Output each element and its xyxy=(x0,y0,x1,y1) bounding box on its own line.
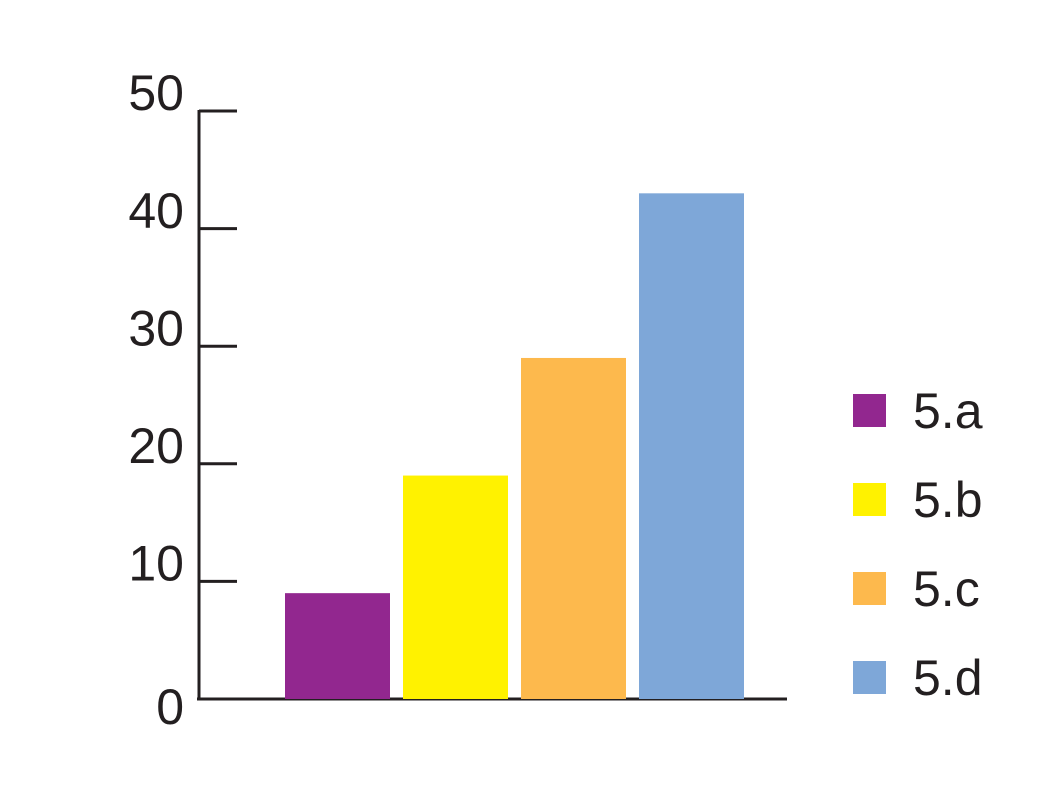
y-tick-label: 20 xyxy=(128,418,184,474)
y-tick-label: 30 xyxy=(128,300,184,356)
legend-swatch xyxy=(853,394,886,427)
legend-label: 5.c xyxy=(913,561,980,617)
legend-swatch xyxy=(853,483,886,516)
legend-swatch xyxy=(853,572,886,605)
bar xyxy=(521,357,626,699)
legend-label: 5.b xyxy=(913,472,983,528)
legend-label: 5.a xyxy=(913,383,983,439)
bar xyxy=(285,593,390,699)
legend-swatch xyxy=(853,661,886,694)
y-tick-label: 50 xyxy=(128,65,184,121)
y-tick-label: 10 xyxy=(128,536,184,592)
bar xyxy=(639,193,744,699)
y-tick-label: 40 xyxy=(128,183,184,239)
legend-label: 5.d xyxy=(913,650,983,706)
y-tick-label: 0 xyxy=(156,679,184,735)
bar xyxy=(403,475,508,699)
